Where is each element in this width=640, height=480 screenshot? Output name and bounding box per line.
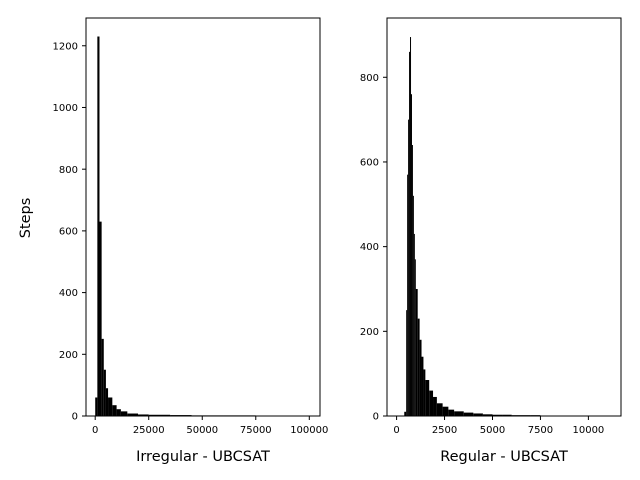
bar-regular xyxy=(409,51,411,417)
bar-regular xyxy=(412,195,414,416)
bar-regular xyxy=(492,414,503,416)
x-axis-title-irregular: Irregular - UBCSAT xyxy=(136,449,270,465)
x-tick-label: 75000 xyxy=(240,425,272,436)
y-tick-label: 0 xyxy=(72,412,78,423)
y-tick-label: 400 xyxy=(360,242,379,253)
bar-irregular xyxy=(101,338,104,416)
axes-frame-irregular xyxy=(85,17,321,417)
bar-regular xyxy=(419,339,422,416)
bar-irregular xyxy=(105,388,109,416)
x-tick-label: 5000 xyxy=(480,425,505,436)
figure-ylabel: Steps xyxy=(18,198,34,239)
x-axis-title-regular: Regular - UBCSAT xyxy=(440,449,568,465)
bar-regular xyxy=(410,94,412,417)
bar-regular xyxy=(423,369,426,416)
y-tick-label: 1200 xyxy=(53,41,78,52)
bar-regular xyxy=(415,288,418,416)
bar-regular xyxy=(406,310,408,416)
y-tick-label: 600 xyxy=(59,226,78,237)
bar-regular xyxy=(414,259,416,416)
bar-regular xyxy=(448,409,455,416)
bar-regular xyxy=(413,233,415,416)
bar-regular xyxy=(436,403,443,416)
y-tick-label: 1000 xyxy=(53,103,78,114)
bar-irregular xyxy=(99,221,102,416)
bar-regular xyxy=(454,411,464,416)
bar-regular xyxy=(473,413,483,416)
bar-irregular xyxy=(116,409,121,416)
bar-regular xyxy=(407,174,409,416)
panel-regular: 0 2500 5000 7500 10000 0 200 400 600 800 Regular -… xyxy=(360,17,622,465)
x-tick-label: 50000 xyxy=(186,425,218,436)
bar-regular xyxy=(421,356,424,416)
bar-regular xyxy=(425,380,430,416)
bar-irregular xyxy=(120,411,128,416)
bar-irregular xyxy=(108,397,113,416)
panel-irregular: 0 25000 50000 75000 100000 0 200 400 600 800 1000 1… xyxy=(53,17,328,465)
bar-regular xyxy=(463,412,474,416)
bar-irregular xyxy=(112,405,117,416)
y-tick-label: 800 xyxy=(360,73,379,84)
x-tick-label: 2500 xyxy=(432,425,457,436)
x-tick-label: 100000 xyxy=(290,425,328,436)
bar-regular xyxy=(410,37,412,417)
y-tick-label: 0 xyxy=(373,412,379,423)
y-tick-label: 600 xyxy=(360,158,379,169)
bar-regular xyxy=(411,145,413,416)
bar-regular xyxy=(433,396,437,416)
bar-irregular xyxy=(97,36,100,416)
y-tick-label: 800 xyxy=(59,165,78,176)
y-tick-label: 200 xyxy=(59,350,78,361)
y-tick-label: 400 xyxy=(59,288,78,299)
x-tick-label: 25000 xyxy=(133,425,165,436)
bar-regular xyxy=(429,390,434,416)
y-tick-label: 200 xyxy=(360,327,379,338)
bar-irregular xyxy=(148,414,171,416)
bar-irregular xyxy=(95,397,98,416)
x-tick-label: 0 xyxy=(92,425,98,436)
bar-regular xyxy=(482,414,493,416)
x-tick-label: 0 xyxy=(393,425,399,436)
bar-irregular xyxy=(103,369,106,416)
bar-regular xyxy=(404,411,407,416)
bar-irregular xyxy=(138,414,149,416)
bar-irregular xyxy=(127,413,139,416)
bar-regular xyxy=(417,318,420,416)
bar-regular xyxy=(502,414,512,416)
x-tick-label: 7500 xyxy=(528,425,553,436)
bar-regular xyxy=(408,119,410,417)
axes-frame-regular xyxy=(386,17,622,417)
x-tick-label: 10000 xyxy=(572,425,604,436)
bar-regular xyxy=(442,406,449,416)
